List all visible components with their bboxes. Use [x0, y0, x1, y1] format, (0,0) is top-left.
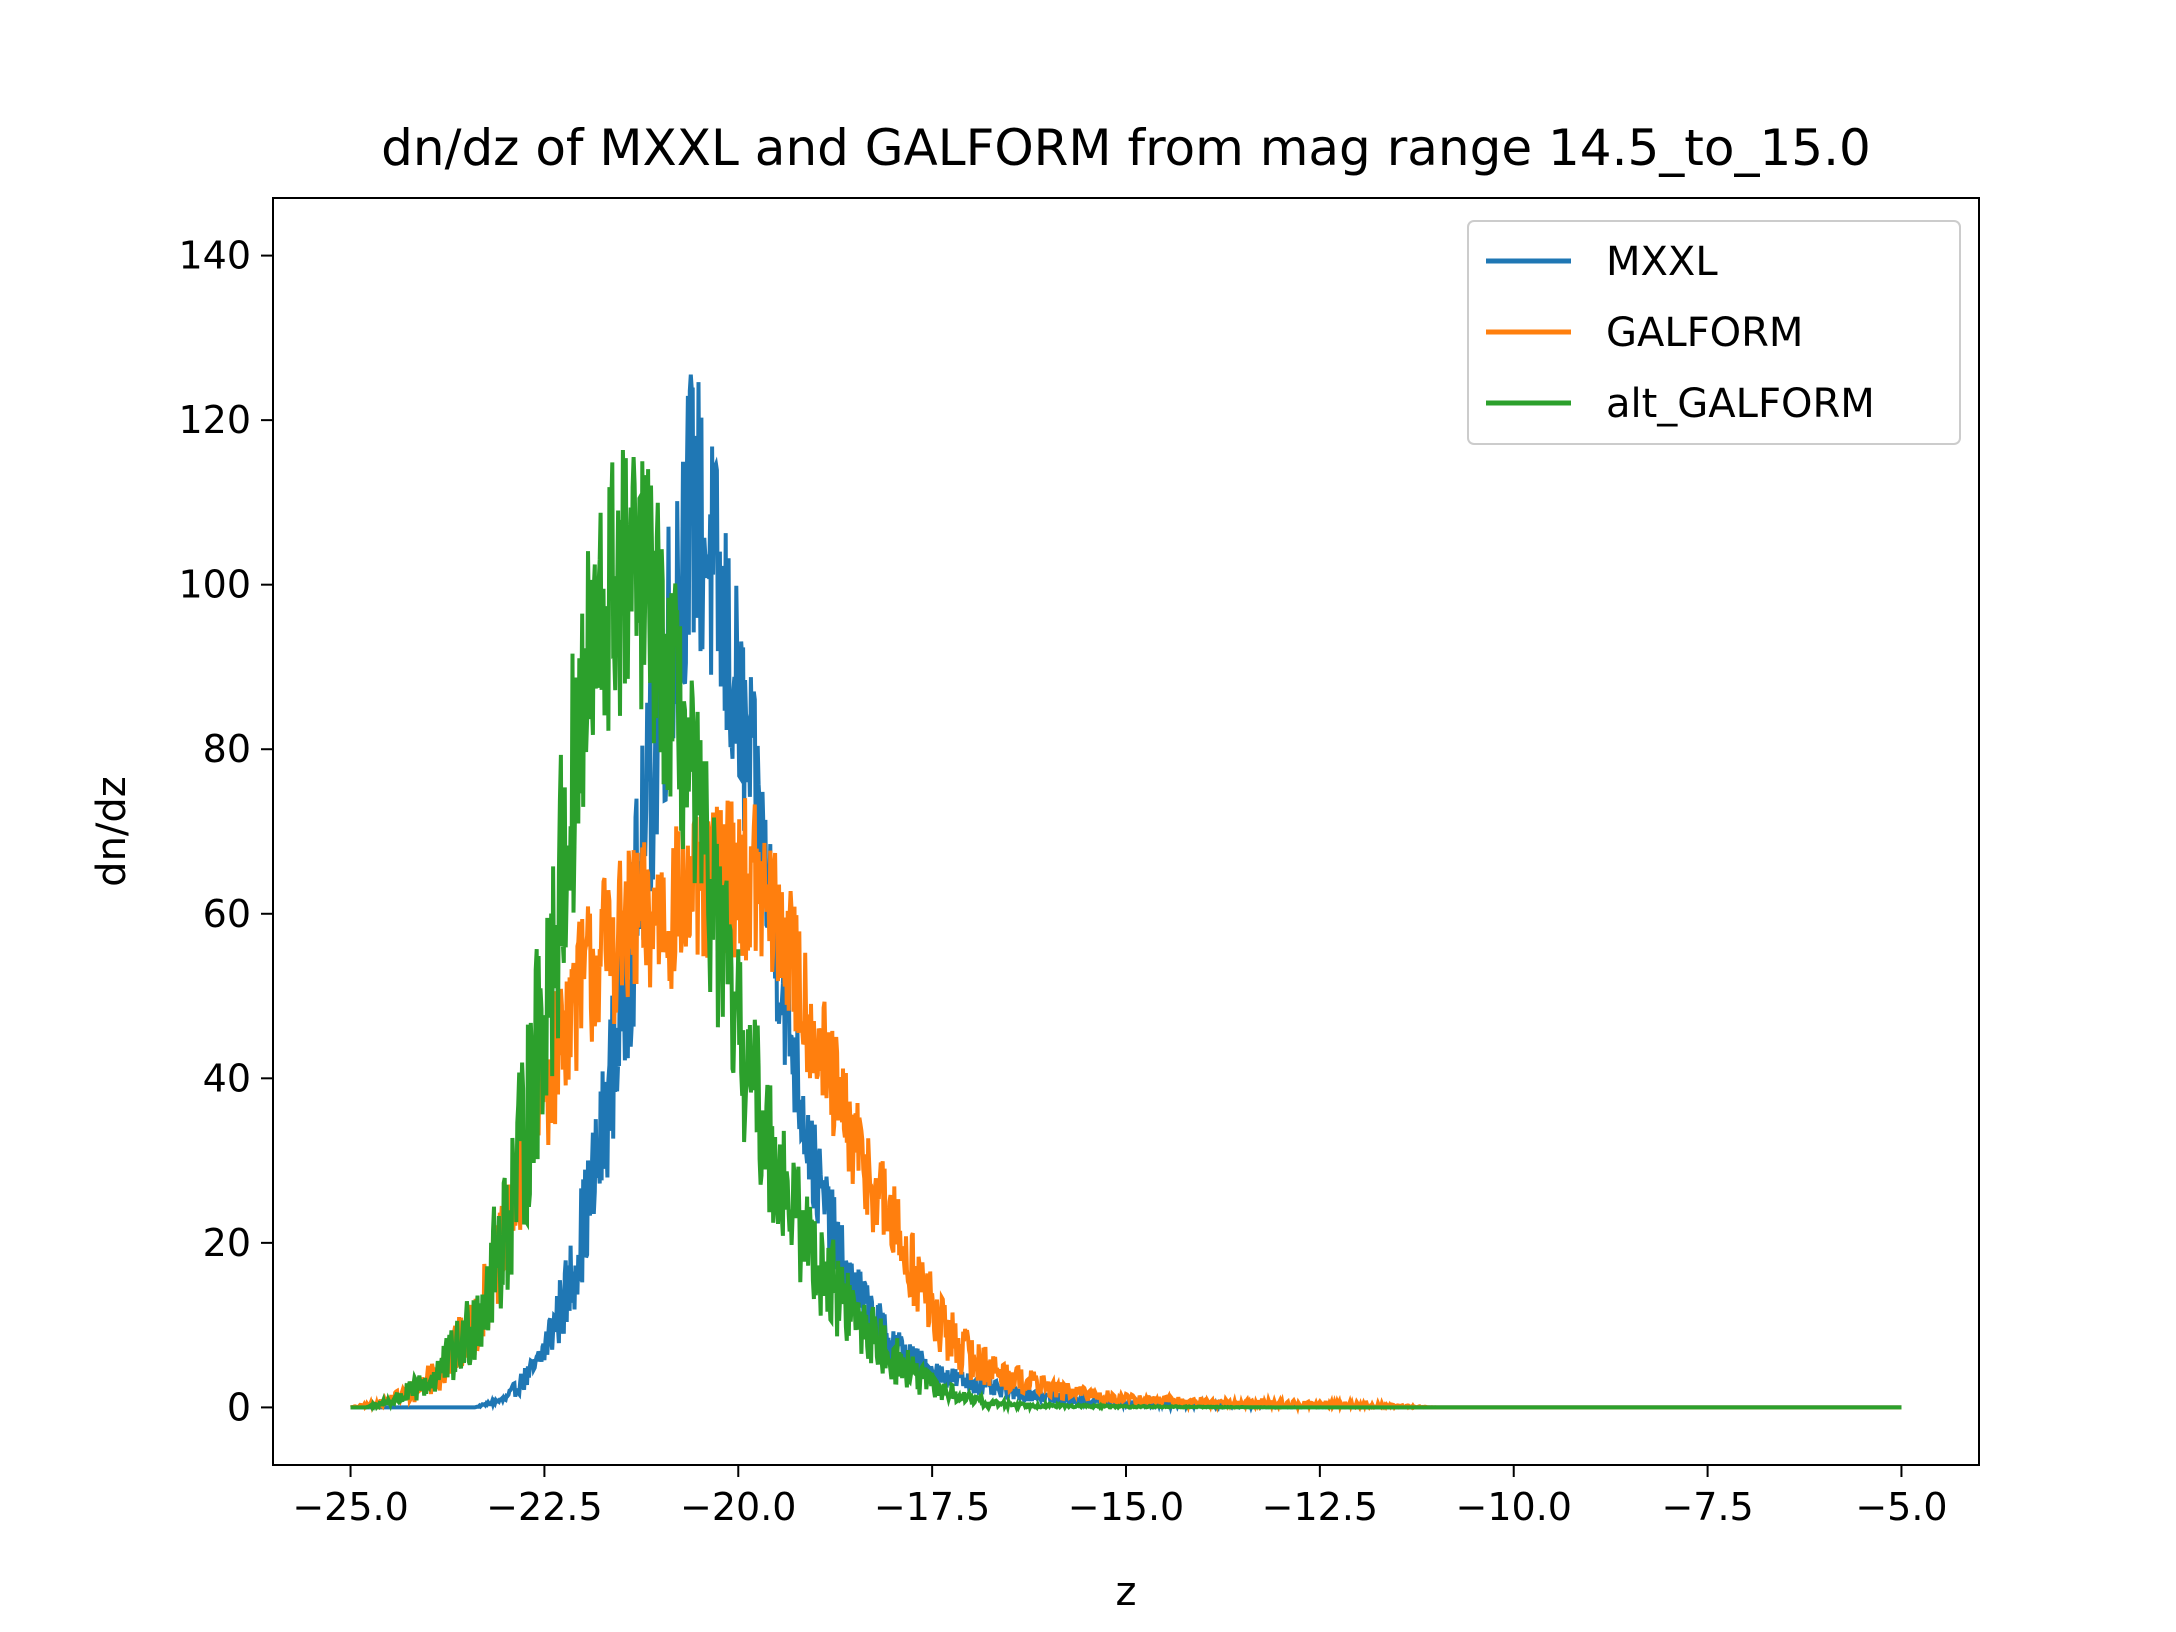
y-tick-label: 140 [178, 234, 251, 278]
legend: MXXL GALFORM alt_GALFORM [1467, 220, 1961, 445]
legend-box [1467, 220, 1961, 445]
x-tick-label: −12.5 [1262, 1485, 1378, 1529]
x-tick-label: −10.0 [1456, 1485, 1572, 1529]
y-axis-ticks: 0 20 40 60 80 100 120 140 [178, 234, 273, 1429]
y-axis-label: dn/dz [89, 776, 135, 887]
series-layer [350, 374, 1902, 1415]
x-axis-label: z [1116, 1569, 1137, 1615]
series-line-alt-galform [350, 449, 1902, 1415]
x-tick-label: −22.5 [486, 1485, 602, 1529]
x-tick-label: −25.0 [292, 1485, 408, 1529]
y-tick-label: 40 [203, 1056, 251, 1100]
x-tick-label: −17.5 [874, 1485, 990, 1529]
x-tick-label: −20.0 [680, 1485, 796, 1529]
x-tick-label: −7.5 [1661, 1485, 1753, 1529]
x-tick-label: −15.0 [1068, 1485, 1184, 1529]
y-tick-label: 60 [203, 892, 251, 936]
y-tick-label: 80 [203, 727, 251, 771]
x-axis-ticks: −25.0 −22.5 −20.0 −17.5 −15.0 −12.5 −10.0 −7.5 −… [292, 1465, 1948, 1529]
y-tick-label: 20 [203, 1221, 251, 1265]
x-tick-label: −5.0 [1855, 1485, 1947, 1529]
y-tick-label: 0 [227, 1385, 251, 1429]
chart-title: dn/dz of MXXL and GALFORM from mag range… [381, 119, 1871, 177]
y-tick-label: 120 [178, 398, 251, 442]
legend-label: GALFORM [1606, 310, 1803, 356]
legend-label: alt_GALFORM [1606, 381, 1875, 427]
legend-label: MXXL [1606, 239, 1718, 285]
y-tick-label: 100 [178, 563, 251, 607]
